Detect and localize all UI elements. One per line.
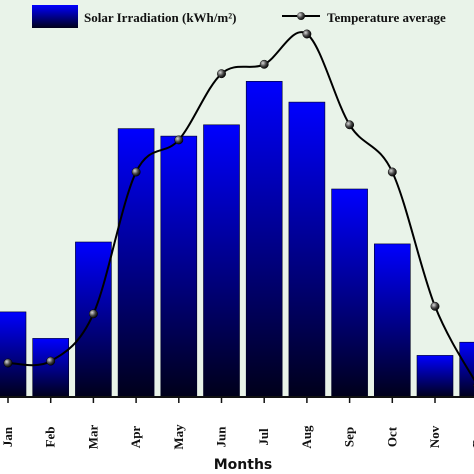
bar-jun: [203, 124, 240, 398]
x-axis-title: Months: [214, 457, 273, 473]
x-tick-label: Feb: [43, 427, 58, 448]
temperature-point-sep: [345, 120, 355, 130]
bar-feb: [32, 338, 70, 398]
x-tick-label: Dec: [470, 426, 474, 447]
bar-jul: [245, 81, 283, 398]
temperature-point-mar: [88, 309, 98, 319]
legend-bar-swatch: [32, 5, 78, 28]
x-tick-label: Nov: [427, 425, 442, 448]
x-tick-label: May: [171, 424, 186, 450]
temperature-point-apr: [131, 167, 141, 177]
x-tick-label: Aug: [299, 425, 314, 449]
bar-oct: [373, 243, 411, 398]
x-tick-label: Jun: [214, 426, 229, 448]
bar-aug: [288, 101, 326, 398]
x-tick-label: Sep: [342, 427, 357, 447]
temperature-point-may: [174, 135, 184, 145]
legend-line-label: Temperature average: [327, 10, 446, 25]
temperature-point-nov: [430, 301, 440, 311]
temperature-point-oct: [387, 167, 397, 177]
x-tick-label: Oct: [384, 426, 399, 447]
x-tick-label: Jan: [0, 426, 15, 447]
legend-line-marker: [297, 12, 305, 20]
bar-may: [160, 135, 198, 398]
x-axis-ticks: Jan Feb Mar Apr May Jun Jul Aug Sep Oct Nov Dec: [0, 397, 474, 450]
temperature-point-jul: [259, 59, 269, 69]
x-tick-label: Jul: [256, 428, 271, 446]
legend: Solar Irradiation (kWh/m²) Temperature a…: [32, 5, 446, 28]
temperature-point-aug: [302, 29, 312, 39]
x-tick-label: Apr: [128, 426, 143, 449]
temperature-series: [3, 29, 474, 389]
bar-sep: [331, 188, 368, 398]
temperature-point-jun: [217, 69, 226, 79]
temperature-point-feb: [46, 356, 56, 366]
x-tick-label: Mar: [85, 425, 100, 450]
bar-series: [0, 81, 474, 398]
bar-nov: [416, 355, 454, 398]
bar-jan: [0, 311, 27, 398]
bar-dec: [459, 341, 474, 398]
bar-mar: [75, 241, 112, 398]
legend-bar-label: Solar Irradiation (kWh/m²): [84, 10, 236, 25]
temperature-point-jan: [3, 358, 13, 368]
